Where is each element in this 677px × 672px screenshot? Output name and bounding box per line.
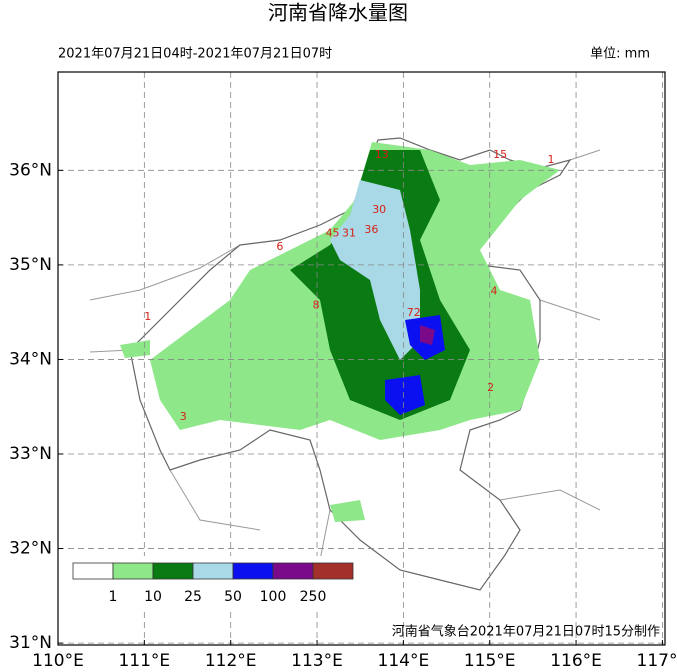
y-tick-label: 34°N bbox=[9, 349, 52, 369]
station-rainfall: 1 bbox=[548, 153, 555, 166]
station-rainfall: 13 bbox=[375, 148, 389, 161]
legend-swatch bbox=[192, 562, 234, 580]
x-tick-label: 115°E bbox=[464, 651, 516, 671]
x-tick-label: 110°E bbox=[32, 651, 84, 671]
station-rainfall: 6 bbox=[276, 240, 283, 253]
station-rainfall: 72 bbox=[407, 306, 421, 319]
station-rainfall: 8 bbox=[313, 299, 320, 312]
station-rainfall: 4 bbox=[491, 284, 498, 297]
station-rainfall: 15 bbox=[493, 148, 507, 161]
rain-area-extreme bbox=[420, 325, 435, 345]
station-rainfall: 31 bbox=[342, 227, 356, 240]
legend-label: 100 bbox=[260, 589, 287, 605]
station-rainfall: 3 bbox=[180, 410, 187, 423]
map-frame bbox=[57, 71, 666, 646]
unit-label: 单位: mm bbox=[590, 47, 650, 62]
legend-swatch bbox=[312, 562, 354, 580]
station-rainfall: 30 bbox=[372, 203, 386, 216]
legend-label: 1 bbox=[109, 589, 118, 605]
y-tick-label: 32°N bbox=[9, 539, 52, 559]
legend-label: 25 bbox=[184, 589, 202, 605]
x-tick-label: 111°E bbox=[118, 651, 170, 671]
x-tick-label: 114°E bbox=[378, 651, 430, 671]
map-subtitle: 2021年07月21日04时-2021年07月21日07时 bbox=[58, 47, 332, 62]
station-rainfall: 1 bbox=[144, 310, 151, 323]
map-layers bbox=[89, 137, 601, 591]
y-tick-label: 31°N bbox=[9, 633, 52, 653]
y-tick-label: 33°N bbox=[9, 444, 52, 464]
x-tick-label: 113°E bbox=[291, 651, 343, 671]
legend-label: 250 bbox=[300, 589, 327, 605]
legend-label: 10 bbox=[144, 589, 162, 605]
legend: 1 10 25 50 100 250 bbox=[66, 556, 360, 608]
legend-swatch bbox=[232, 562, 274, 580]
footer-credit: 河南省气象台2021年07月21日07时15分制作 bbox=[392, 624, 660, 640]
y-tick-label: 36°N bbox=[9, 160, 52, 180]
station-rainfall: 36 bbox=[364, 223, 378, 236]
y-tick-label: 35°N bbox=[9, 255, 52, 275]
legend-swatch bbox=[72, 562, 114, 580]
x-tick-label: 112°E bbox=[205, 651, 257, 671]
neighbor-border bbox=[89, 149, 601, 561]
station-rainfall: 45 bbox=[326, 227, 340, 240]
legend-swatch bbox=[272, 562, 314, 580]
legend-swatch bbox=[152, 562, 194, 580]
legend-swatch bbox=[112, 562, 154, 580]
x-tick-label: 117°E bbox=[637, 651, 677, 671]
x-tick-label: 116°E bbox=[550, 651, 602, 671]
rain-area-heavy bbox=[330, 180, 420, 360]
map-title: 河南省降水量图 bbox=[268, 1, 408, 25]
station-rainfall: 2 bbox=[487, 381, 494, 394]
rain-area-light bbox=[120, 340, 365, 522]
legend-label: 50 bbox=[224, 589, 242, 605]
